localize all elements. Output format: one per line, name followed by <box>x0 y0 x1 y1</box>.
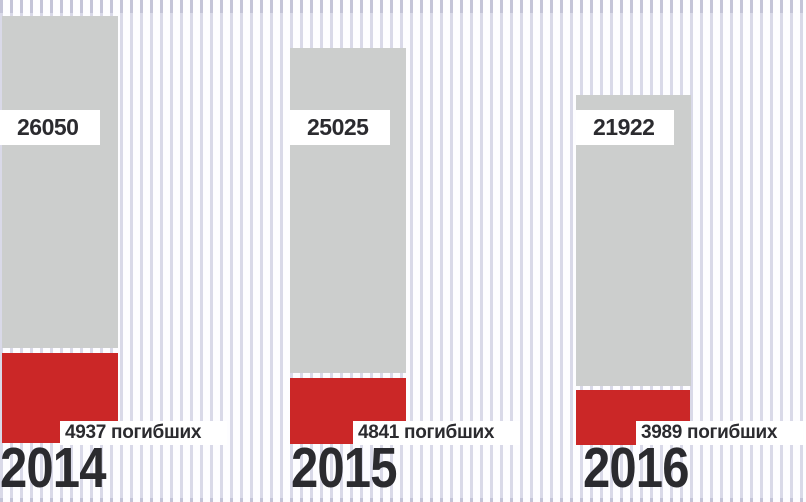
deaths-value-label-2015: 4841 погибших <box>353 421 520 445</box>
year-label-2014: 2014 <box>0 436 106 500</box>
deaths-value-label-2014: 4937 погибших <box>60 421 227 445</box>
year-label-2016: 2016 <box>583 436 689 500</box>
deaths-value-text: 4841 погибших <box>358 422 495 443</box>
total-value-label-2015: 25025 <box>290 110 390 145</box>
total-value-text: 21922 <box>593 114 655 140</box>
year-label-2015: 2015 <box>291 436 397 500</box>
total-value-label-2016: 21922 <box>576 110 674 145</box>
deaths-value-text: 3989 погибших <box>641 422 778 443</box>
top-stripe-band <box>0 0 806 13</box>
total-bar-2014 <box>2 16 118 348</box>
total-value-label-2014: 26050 <box>0 110 100 145</box>
total-bar-2015 <box>290 48 406 373</box>
deaths-value-text: 4937 погибших <box>65 422 202 443</box>
bottom-stripe-band <box>0 498 806 502</box>
total-value-text: 25025 <box>307 114 369 140</box>
deaths-value-label-2016: 3989 погибших <box>636 421 806 445</box>
total-value-text: 26050 <box>17 114 79 140</box>
